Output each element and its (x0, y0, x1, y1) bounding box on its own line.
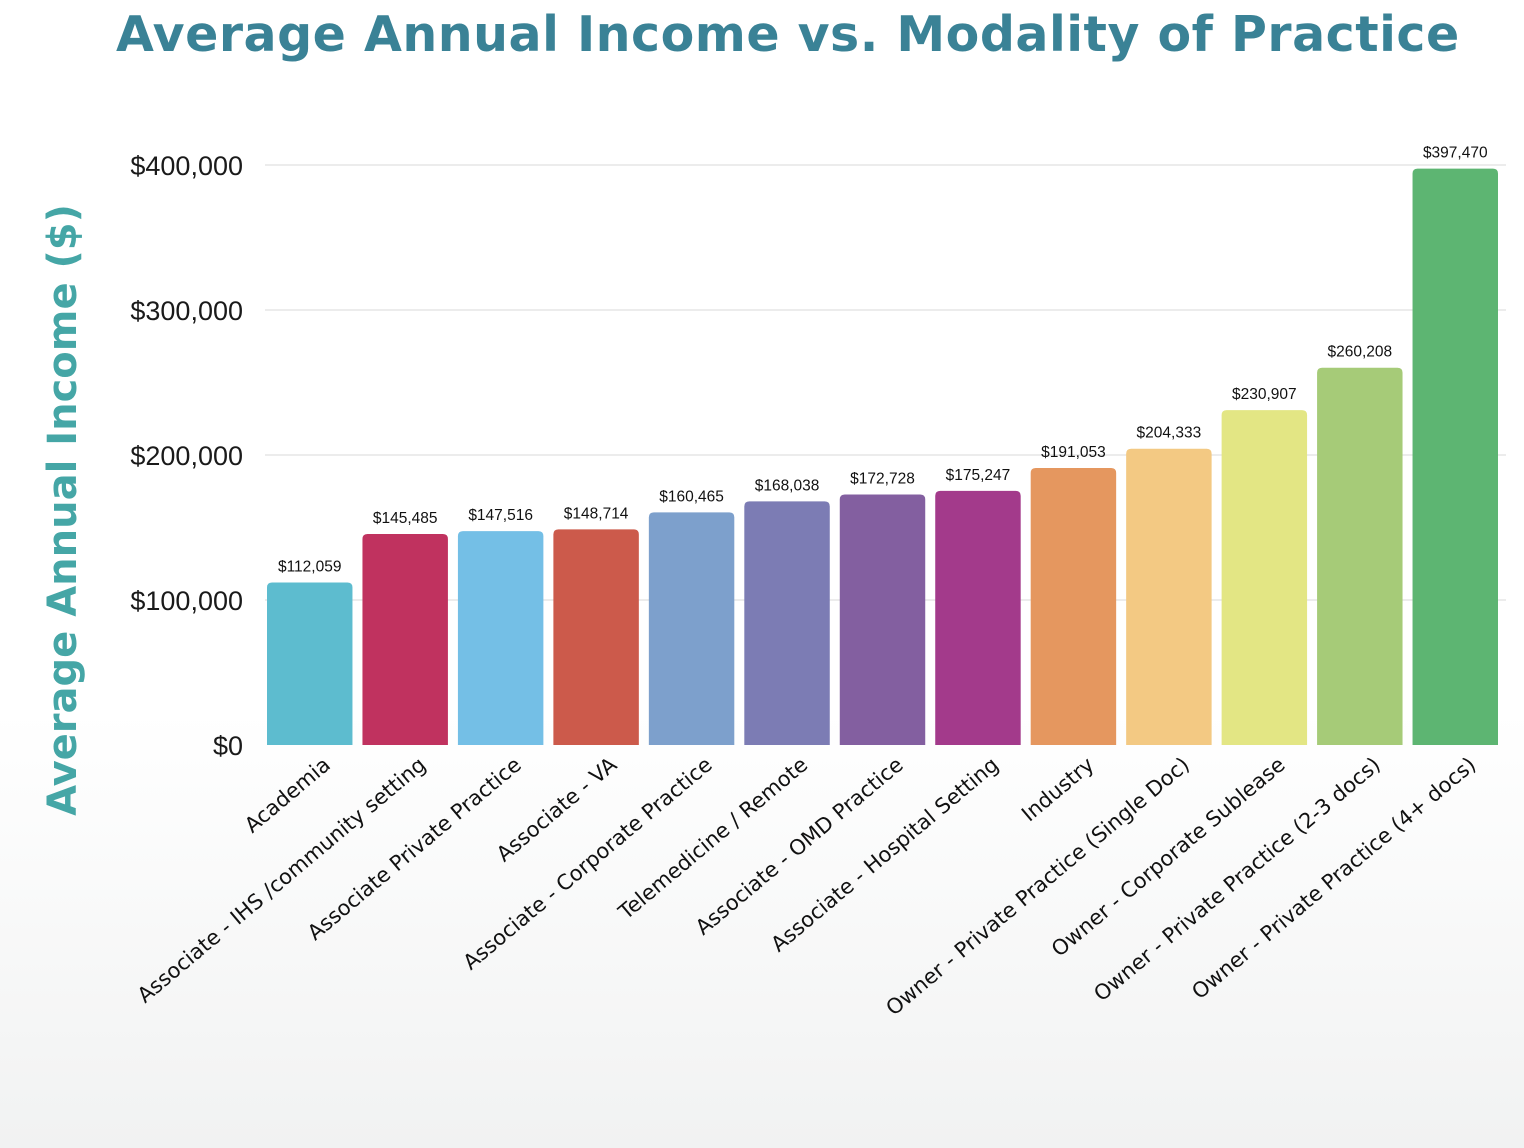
data-label: $204,333 (1137, 425, 1202, 442)
x-tick-label: Industry (1017, 752, 1099, 826)
bar (1126, 448, 1212, 745)
bar (1030, 467, 1117, 745)
y-tick-label: $100,000 (130, 586, 243, 616)
bar (648, 512, 735, 745)
bar (267, 582, 353, 745)
bars (267, 168, 1498, 745)
y-tick-label: $400,000 (130, 151, 243, 181)
x-tick-label: Academia (240, 752, 335, 837)
bar (1317, 367, 1403, 745)
bar (1412, 168, 1498, 745)
x-tick-label: Telemedicine / Remote (613, 752, 812, 924)
data-label: $397,470 (1423, 145, 1488, 162)
y-tick-label: $200,000 (130, 441, 243, 471)
bar (362, 534, 448, 745)
bar (457, 531, 544, 745)
data-label: $148,714 (564, 505, 629, 522)
y-axis-ticks: $0 $100,000 $200,000 $300,000 $400,000 (130, 151, 243, 761)
bar (744, 501, 830, 745)
y-tick-label: $300,000 (130, 296, 243, 326)
data-label: $168,038 (755, 477, 820, 494)
y-axis-title: Average Annual Income ($) (40, 204, 86, 816)
bar (839, 494, 926, 745)
chart-title: Average Annual Income vs. Modality of Pr… (116, 6, 1460, 63)
data-label: $191,053 (1041, 444, 1106, 461)
bar (935, 490, 1021, 745)
data-label: $145,485 (373, 510, 438, 527)
data-labels: $112,059 $145,485 $147,516 $148,714 $160,465… (278, 145, 1488, 576)
data-label: $260,208 (1327, 344, 1392, 361)
data-label: $230,907 (1232, 386, 1297, 403)
data-label: $175,247 (946, 467, 1011, 484)
bar (553, 529, 639, 745)
bar (1221, 410, 1308, 745)
data-label: $160,465 (659, 488, 724, 505)
data-label: $172,728 (850, 471, 915, 488)
data-label: $112,059 (278, 559, 342, 576)
y-tick-label: $0 (213, 731, 243, 761)
data-label: $147,516 (468, 507, 533, 524)
